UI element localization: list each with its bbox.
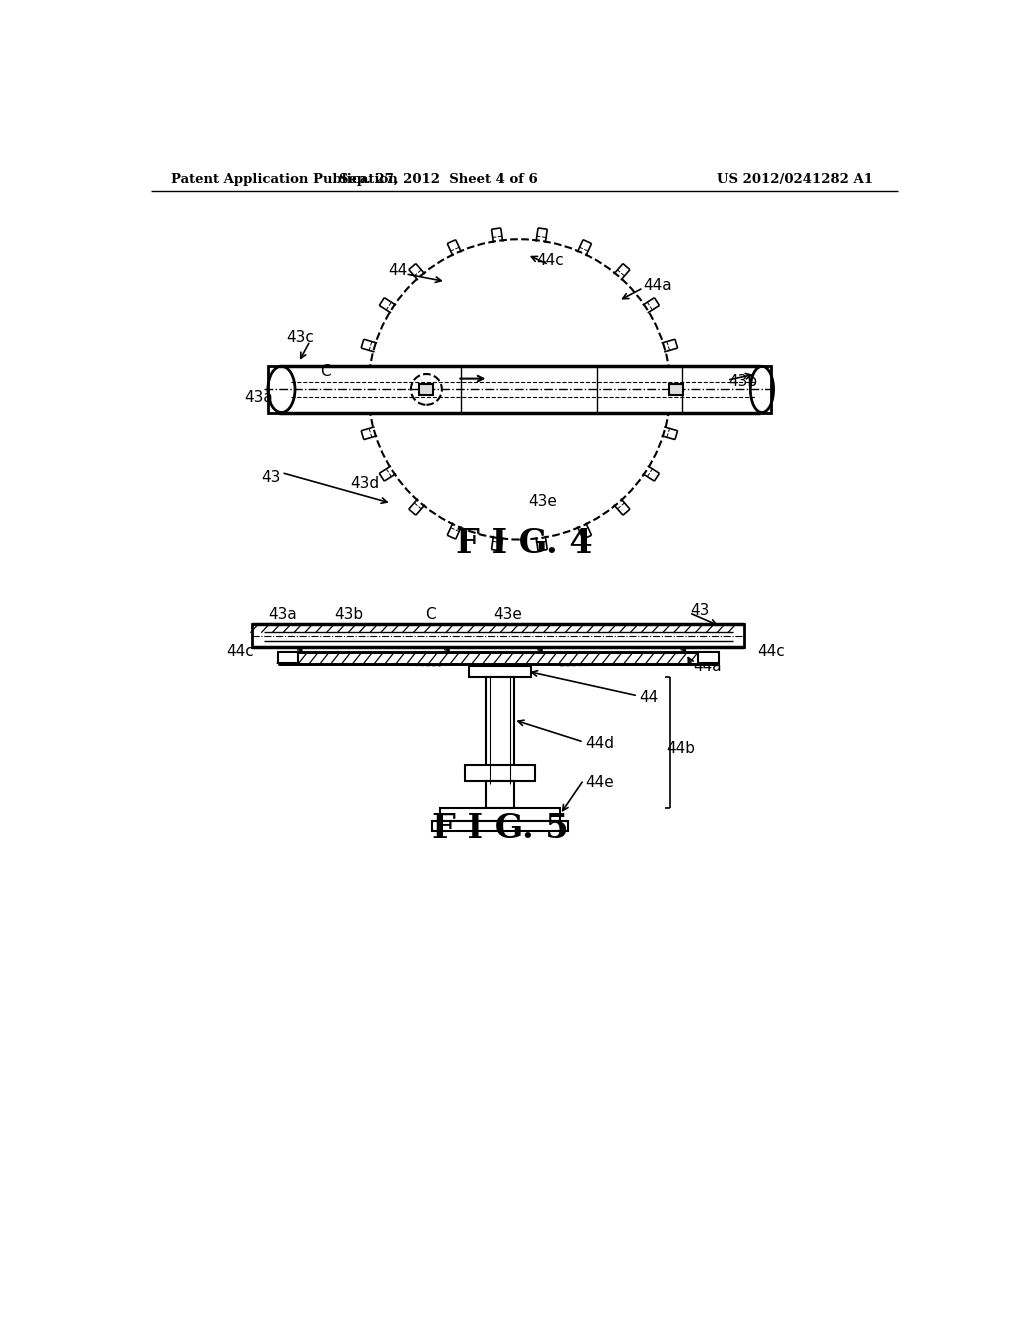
Text: 44c: 44c — [758, 644, 785, 659]
Text: 44d: 44d — [586, 737, 614, 751]
Bar — [469, 665, 531, 677]
Text: 44c: 44c — [226, 644, 254, 659]
Text: US 2012/0241282 A1: US 2012/0241282 A1 — [717, 173, 873, 186]
Bar — [486, 780, 514, 808]
Bar — [669, 384, 683, 395]
Text: 43c: 43c — [286, 330, 314, 345]
Bar — [420, 384, 433, 395]
Bar — [252, 624, 744, 647]
Text: 43e: 43e — [494, 607, 522, 622]
Text: 44e: 44e — [586, 775, 614, 789]
Bar — [278, 652, 298, 663]
Text: 44c: 44c — [537, 252, 564, 268]
Text: Sep. 27, 2012  Sheet 4 of 6: Sep. 27, 2012 Sheet 4 of 6 — [339, 173, 538, 186]
Text: 43: 43 — [690, 603, 710, 618]
Bar — [280, 652, 717, 664]
Text: 44: 44 — [640, 690, 658, 705]
Text: 44a: 44a — [643, 279, 672, 293]
Bar — [267, 366, 771, 412]
Text: F I G. 4: F I G. 4 — [457, 527, 593, 560]
Text: 43b: 43b — [334, 607, 364, 622]
Text: 44a: 44a — [693, 659, 722, 675]
Bar — [465, 766, 535, 780]
Bar — [432, 821, 568, 830]
Text: 43a: 43a — [244, 389, 272, 405]
Text: 43e: 43e — [528, 494, 557, 508]
Text: C: C — [321, 364, 331, 379]
Text: C: C — [425, 607, 435, 622]
Text: 43d: 43d — [350, 475, 379, 491]
Bar — [486, 677, 514, 784]
Text: F I G. 5: F I G. 5 — [432, 812, 568, 845]
Text: 44b: 44b — [667, 742, 695, 756]
Text: 44: 44 — [388, 263, 408, 277]
Text: Patent Application Publication: Patent Application Publication — [171, 173, 397, 186]
Text: 43b: 43b — [729, 374, 758, 389]
Bar — [440, 808, 560, 821]
Text: 43: 43 — [262, 470, 281, 486]
Bar — [698, 652, 719, 663]
Text: 43a: 43a — [268, 607, 297, 622]
